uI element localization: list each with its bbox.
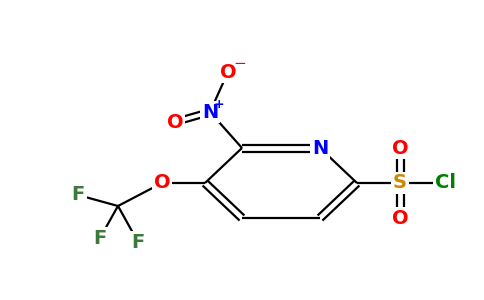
Text: O: O: [392, 208, 408, 227]
Text: −: −: [234, 56, 246, 71]
Text: Cl: Cl: [435, 173, 455, 193]
Text: O: O: [166, 112, 183, 131]
Text: O: O: [392, 139, 408, 158]
Text: F: F: [93, 229, 106, 247]
Text: N: N: [312, 139, 328, 158]
Text: S: S: [393, 173, 407, 193]
Text: +: +: [214, 98, 224, 112]
Text: F: F: [131, 232, 145, 251]
Text: O: O: [154, 173, 170, 193]
Text: N: N: [202, 103, 218, 122]
Text: F: F: [71, 185, 85, 205]
Text: O: O: [220, 62, 236, 82]
